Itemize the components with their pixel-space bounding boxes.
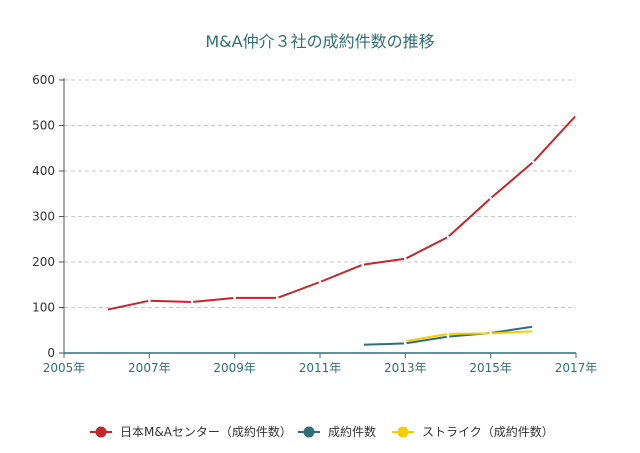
data-point <box>190 300 194 304</box>
y-tick-label: 400 <box>32 164 55 178</box>
x-tick-label: 2013年 <box>384 361 427 375</box>
data-point <box>404 257 407 261</box>
series <box>105 114 578 347</box>
axes: 0 100 200 300 400 500 600 2005年 2007年 2009年 2011年 2… <box>32 73 597 375</box>
chart-title: M&A仲介３社の成約件数の推移 <box>205 32 434 51</box>
legend-marker <box>397 426 409 438</box>
data-point <box>489 197 492 200</box>
x-tick-label: 2011年 <box>299 361 342 375</box>
data-point <box>404 339 407 343</box>
legend-label: 成約件数 <box>328 424 376 439</box>
x-tick-label: 2005年 <box>43 361 86 375</box>
data-point <box>105 308 108 312</box>
y-tick-label: 200 <box>32 255 55 269</box>
data-point <box>148 299 151 302</box>
data-point <box>532 325 535 328</box>
legend-marker <box>95 426 107 438</box>
legend-label: ストライク（成約件数） <box>422 424 554 439</box>
data-point <box>446 332 450 336</box>
grid <box>64 79 576 308</box>
data-point <box>489 332 492 335</box>
y-tick-label: 300 <box>32 210 55 224</box>
data-point <box>574 114 578 117</box>
x-tick-label: 2017年 <box>555 361 598 375</box>
y-tick-label: 600 <box>32 73 55 87</box>
data-point <box>446 235 450 239</box>
legend: 日本M&Aセンター（成約件数） 成約件数 ストライク（成約件数） <box>90 424 554 439</box>
data-point <box>318 280 322 284</box>
data-point <box>446 335 450 338</box>
x-tick-label: 2015年 <box>469 361 512 375</box>
data-point <box>532 329 535 333</box>
legend-label: 日本M&Aセンター（成約件数） <box>120 424 292 439</box>
y-tick-label: 500 <box>32 119 55 133</box>
y-tick-label: 100 <box>32 301 55 315</box>
series-line-3 <box>405 330 534 343</box>
legend-marker <box>303 426 315 438</box>
data-point <box>276 296 279 300</box>
series-line-1 <box>106 114 577 311</box>
data-point <box>361 343 364 347</box>
x-tick-label: 2009年 <box>213 361 256 375</box>
data-point <box>361 263 364 267</box>
y-tick-label: 0 <box>47 346 55 360</box>
data-point <box>233 296 236 300</box>
data-point <box>532 160 535 164</box>
data-point <box>404 342 407 345</box>
x-tick-label: 2007年 <box>128 361 171 375</box>
